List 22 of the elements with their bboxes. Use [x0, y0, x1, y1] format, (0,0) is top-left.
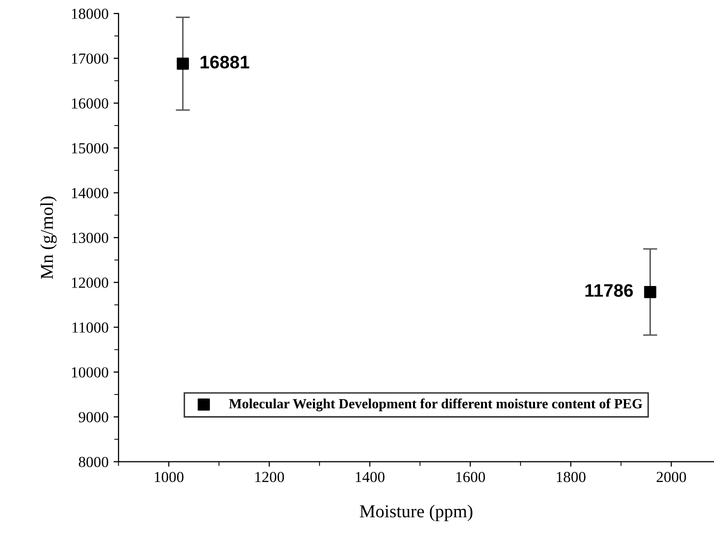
y-tick-label: 17000	[72, 53, 108, 64]
y-tick-label: 9000	[78, 412, 108, 422]
y-tick-label: 12000	[72, 278, 108, 288]
y-tick-label: 10000	[72, 367, 108, 378]
x-tick-label: 2000	[656, 472, 686, 482]
y-tick-label: 8000	[78, 456, 108, 468]
y-tick-label: 16000	[72, 98, 108, 109]
y-tick-label: 14000	[72, 188, 108, 198]
y-tick-label: 18000	[72, 8, 108, 19]
legend-label: Molecular Weight Development for different moisture content of PEG	[229, 398, 642, 412]
y-tick-label: 11000	[72, 322, 108, 333]
y-tick-label: 15000	[72, 143, 108, 154]
x-axis-title: Moisture (ppm)	[360, 504, 472, 522]
y-axis-title: Mn (g/mol)	[40, 196, 57, 279]
data-label: 16881	[200, 56, 250, 68]
data-label: 11786	[585, 284, 633, 297]
y-tick-label: 13000	[72, 232, 108, 244]
x-tick-label: 1600	[456, 472, 485, 482]
x-tick-label: 1400	[356, 472, 384, 482]
x-tick-label: 1800	[556, 472, 586, 482]
x-tick-label: 1200	[255, 472, 284, 482]
x-tick-label: 1000	[154, 472, 184, 482]
